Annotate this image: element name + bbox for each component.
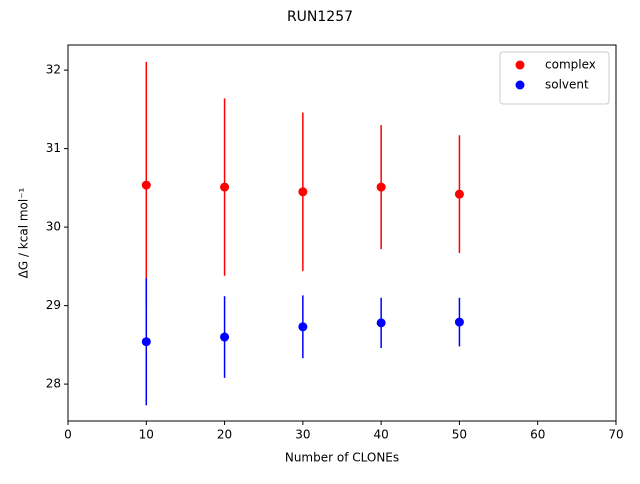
data-point	[298, 187, 308, 197]
x-tick-label: 20	[217, 428, 232, 442]
x-tick-label: 40	[374, 428, 389, 442]
x-axis-label: Number of CLONEs	[285, 451, 399, 465]
y-tick-label: 31	[46, 141, 61, 155]
legend-label: complex	[545, 58, 596, 72]
legend-marker	[515, 80, 525, 90]
plot-frame	[67, 44, 617, 422]
x-tick-label: 10	[139, 428, 154, 442]
x-tick-label: 50	[452, 428, 467, 442]
legend-marker	[515, 60, 525, 70]
data-point	[220, 182, 230, 192]
data-point	[220, 332, 230, 342]
chart-title: RUN1257	[287, 9, 353, 25]
x-tick-label: 0	[64, 428, 72, 442]
data-point	[298, 322, 308, 332]
data-point	[376, 182, 386, 192]
data-point	[454, 189, 464, 199]
legend-box	[499, 51, 610, 105]
y-tick-label: 32	[46, 63, 61, 77]
y-axis-label: ΔG / kcal mol⁻¹	[17, 187, 31, 278]
data-point	[376, 318, 386, 328]
x-tick-label: 70	[608, 428, 623, 442]
x-tick-label: 60	[530, 428, 545, 442]
y-tick-label: 30	[46, 220, 61, 234]
legend-label: solvent	[545, 78, 589, 92]
x-tick-label: 30	[295, 428, 310, 442]
y-tick-label: 29	[46, 298, 61, 312]
data-point	[454, 317, 464, 327]
data-point	[141, 337, 151, 347]
y-tick-label: 28	[46, 377, 61, 391]
data-point	[141, 180, 151, 190]
